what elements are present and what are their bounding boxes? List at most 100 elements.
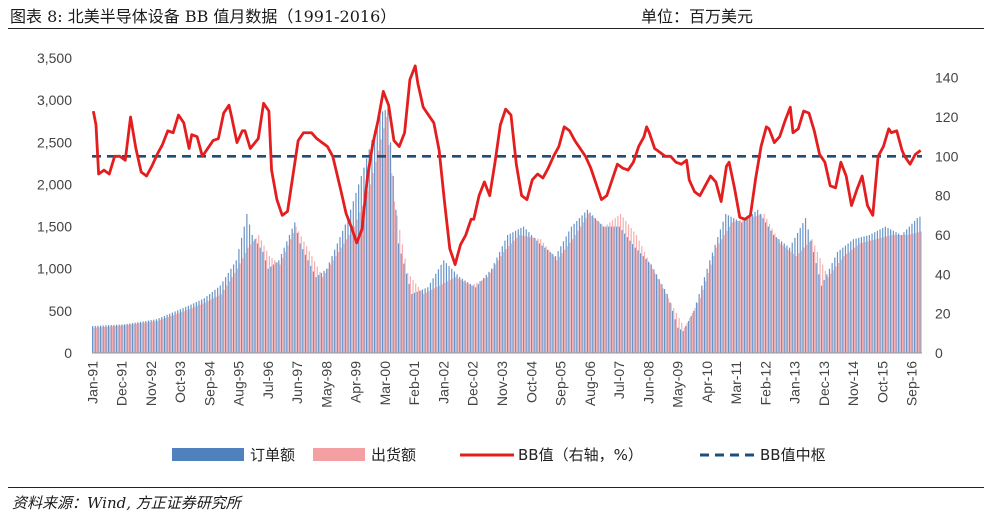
shipments-bar bbox=[619, 213, 622, 353]
orders-bar bbox=[480, 281, 482, 353]
orders-bar bbox=[610, 226, 612, 353]
orders-bar bbox=[900, 235, 902, 353]
shipments-bar bbox=[454, 277, 457, 353]
orders-bar bbox=[565, 236, 567, 353]
orders-bar bbox=[855, 238, 857, 353]
shipments-bar bbox=[763, 213, 765, 353]
shipments-bar bbox=[856, 245, 858, 353]
orders-bar bbox=[834, 257, 836, 353]
shipments-bar bbox=[851, 249, 853, 353]
orders-bar bbox=[169, 313, 171, 353]
shipments-bar bbox=[835, 266, 837, 353]
shipments-bar bbox=[404, 258, 406, 353]
shipments-bar bbox=[439, 285, 441, 353]
orders-bar bbox=[203, 298, 205, 353]
orders-bar bbox=[182, 308, 184, 353]
legend-shipments-label: 出货额 bbox=[371, 446, 416, 464]
orders-bar bbox=[879, 229, 881, 353]
orders-bar bbox=[328, 262, 330, 353]
shipments-bar bbox=[196, 305, 199, 353]
orders-bar bbox=[645, 258, 647, 353]
orders-bar bbox=[153, 319, 155, 353]
shipments-bar bbox=[244, 252, 247, 353]
shipments-bar bbox=[361, 205, 364, 353]
orders-bar bbox=[272, 264, 275, 353]
orders-bar bbox=[730, 216, 732, 353]
orders-bar bbox=[663, 289, 666, 353]
shipments-bar bbox=[532, 237, 534, 353]
orders-bar bbox=[483, 277, 485, 353]
x-tick-label: Dec-13 bbox=[816, 361, 832, 406]
orders-bar bbox=[687, 320, 690, 353]
orders-bar bbox=[110, 325, 112, 353]
orders-bar bbox=[92, 326, 94, 353]
orders-bar bbox=[371, 140, 373, 353]
shipments-bar bbox=[236, 268, 239, 353]
x-tick-label: May-98 bbox=[318, 361, 334, 408]
orders-bar bbox=[578, 218, 581, 353]
x-tick-label: Nov-03 bbox=[494, 361, 510, 406]
shipments-bar bbox=[811, 239, 813, 353]
shipments-bar bbox=[675, 312, 677, 353]
figure-title: 图表 8: 北美半导体设备 BB 值月数据（1991-2016） bbox=[10, 7, 397, 26]
shipments-bar bbox=[409, 276, 411, 353]
shipments-bar bbox=[111, 326, 114, 353]
orders-bar bbox=[366, 158, 368, 353]
x-axis-ticks: Jan-91 Dec-91 Nov-92 Oct-93 Sep-94 Aug-95 Jul-… bbox=[84, 361, 919, 408]
orders-bar bbox=[605, 226, 607, 353]
orders-bar bbox=[815, 263, 817, 353]
orders-bar bbox=[477, 284, 479, 353]
shipments-bar bbox=[516, 237, 518, 353]
shipments-bar bbox=[345, 239, 348, 353]
orders-bar bbox=[586, 209, 589, 353]
x-tick-label: Jan-02 bbox=[436, 361, 452, 404]
shipments-bar bbox=[130, 324, 132, 353]
orders-bar bbox=[464, 280, 466, 353]
shipments-bar bbox=[470, 285, 473, 353]
right-axis-ticks: 140 120 100 80 60 40 20 0 bbox=[935, 70, 959, 361]
shipments-bar bbox=[500, 256, 502, 353]
orders-bar bbox=[749, 216, 751, 353]
orders-bar bbox=[424, 288, 426, 353]
orders-bar bbox=[381, 111, 384, 353]
shipments-bar bbox=[768, 223, 771, 353]
shipments-bar bbox=[665, 293, 667, 353]
orders-bar bbox=[538, 243, 541, 353]
orders-bar bbox=[246, 213, 248, 353]
shipments-bar bbox=[175, 314, 177, 353]
shipments-bar bbox=[840, 259, 842, 353]
orders-bar bbox=[820, 285, 823, 353]
orders-bar bbox=[733, 218, 735, 353]
orders-bar bbox=[403, 263, 405, 353]
orders-bar bbox=[674, 319, 676, 353]
shipments-bar bbox=[659, 283, 662, 353]
shipments-bar bbox=[194, 306, 196, 353]
x-tick-label: Feb-01 bbox=[406, 361, 422, 406]
shipments-bar bbox=[106, 326, 108, 353]
shipments-bar bbox=[114, 326, 116, 353]
shipments-bar bbox=[651, 268, 654, 353]
orders-bar bbox=[355, 192, 357, 353]
orders-bar bbox=[634, 247, 636, 353]
orders-bar bbox=[485, 274, 487, 353]
orders-bar bbox=[193, 303, 195, 353]
orders-bar bbox=[126, 323, 128, 353]
orders-bar bbox=[549, 251, 551, 353]
shipments-bar bbox=[838, 263, 840, 353]
x-tick-label: Oct-93 bbox=[172, 361, 188, 403]
orders-bar bbox=[637, 250, 639, 353]
orders-bar bbox=[429, 282, 432, 353]
orders-bar bbox=[778, 239, 780, 353]
orders-bar bbox=[773, 235, 775, 353]
shipments-bar bbox=[899, 235, 901, 353]
x-tick-label: Jul-96 bbox=[260, 361, 276, 399]
orders-bar bbox=[190, 304, 192, 353]
orders-bar bbox=[416, 291, 418, 353]
orders-bar bbox=[647, 261, 650, 353]
orders-bar bbox=[669, 302, 671, 353]
orders-bar bbox=[658, 279, 660, 353]
orders-bar bbox=[451, 268, 453, 353]
shipments-bar bbox=[159, 319, 161, 353]
shipments-bar bbox=[146, 322, 148, 353]
shipments-bar bbox=[859, 243, 861, 353]
